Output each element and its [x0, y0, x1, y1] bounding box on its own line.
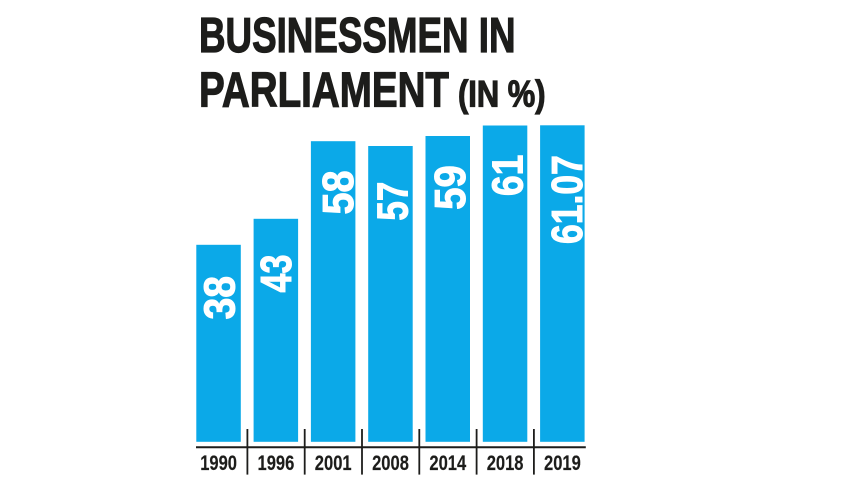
- svg-text:2008: 2008: [372, 452, 409, 475]
- svg-text:57: 57: [369, 182, 418, 221]
- svg-text:BUSINESSMEN IN: BUSINESSMEN IN: [199, 8, 516, 63]
- svg-text:2019: 2019: [544, 452, 581, 475]
- svg-text:38: 38: [196, 276, 245, 320]
- svg-text:1996: 1996: [258, 452, 295, 475]
- svg-text:59: 59: [426, 165, 475, 210]
- svg-text:2001: 2001: [315, 452, 352, 475]
- svg-text:58: 58: [314, 170, 363, 214]
- svg-text:(IN %): (IN %): [458, 74, 546, 115]
- svg-text:2018: 2018: [487, 452, 524, 475]
- svg-text:1990: 1990: [200, 452, 237, 475]
- svg-text:61: 61: [483, 155, 532, 197]
- svg-text:2014: 2014: [429, 452, 466, 475]
- svg-text:61.07: 61.07: [543, 155, 592, 244]
- svg-text:43: 43: [252, 255, 301, 293]
- svg-text:PARLIAMENT: PARLIAMENT: [199, 63, 449, 118]
